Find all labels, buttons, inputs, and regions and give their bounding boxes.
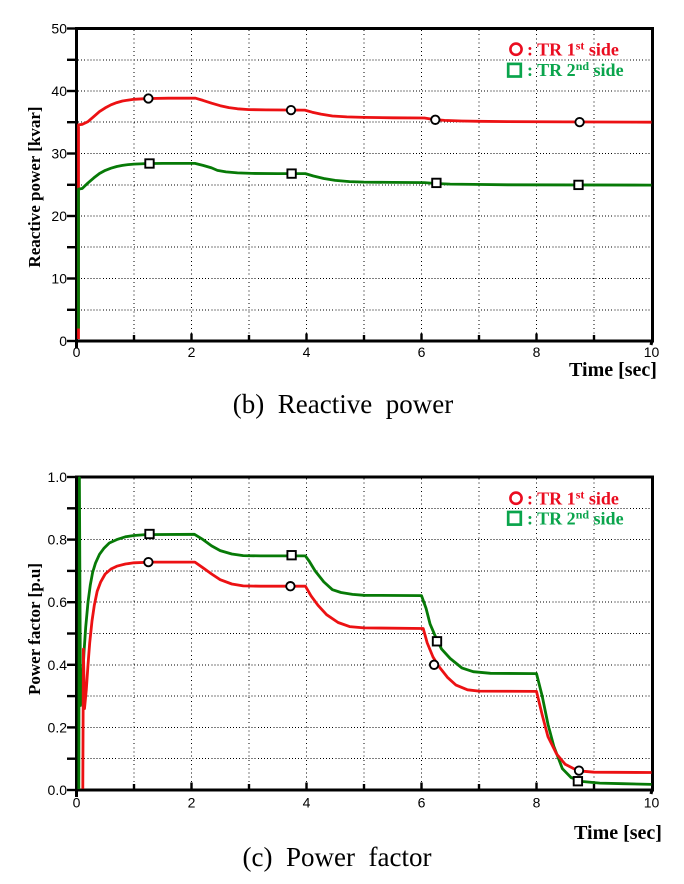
svg-text:0: 0: [73, 795, 81, 811]
svg-text:0.2: 0.2: [48, 719, 68, 735]
svg-text:50: 50: [51, 21, 67, 37]
svg-text:Reactive power [kvar]: Reactive power [kvar]: [25, 106, 44, 267]
svg-text:40: 40: [51, 83, 67, 99]
svg-text:0.4: 0.4: [48, 657, 68, 673]
svg-text:0.8: 0.8: [48, 532, 68, 548]
svg-text:Time [sec]: Time [sec]: [569, 359, 657, 381]
svg-text:6: 6: [418, 795, 426, 811]
svg-text:(b) Reactive power: (b) Reactive power: [233, 389, 453, 419]
svg-text:Time [sec]: Time [sec]: [574, 822, 662, 844]
svg-text:Power factor [p.u]: Power factor [p.u]: [25, 563, 44, 695]
svg-text:0: 0: [59, 333, 67, 349]
svg-text:6: 6: [418, 344, 426, 360]
svg-text:8: 8: [533, 795, 541, 811]
svg-text:30: 30: [51, 146, 67, 162]
svg-text:0.0: 0.0: [48, 782, 68, 798]
svg-text:10: 10: [644, 344, 660, 360]
svg-text:10: 10: [51, 271, 67, 287]
svg-text:2: 2: [188, 795, 196, 811]
svg-text:: TR 2nd side: : TR 2nd side: [527, 507, 624, 528]
svg-text:(c) Power factor: (c) Power factor: [243, 842, 432, 872]
svg-text:: TR 2nd side: : TR 2nd side: [527, 59, 624, 80]
svg-text:: TR 1st side: : TR 1st side: [527, 39, 619, 60]
svg-text:: TR 1st side: : TR 1st side: [527, 488, 619, 509]
svg-text:1.0: 1.0: [48, 469, 68, 485]
svg-text:10: 10: [644, 795, 660, 811]
svg-text:0.6: 0.6: [48, 594, 68, 610]
svg-text:0: 0: [73, 344, 81, 360]
svg-text:8: 8: [533, 344, 541, 360]
svg-text:2: 2: [188, 344, 196, 360]
svg-text:4: 4: [303, 795, 311, 811]
svg-text:20: 20: [51, 208, 67, 224]
svg-text:4: 4: [303, 344, 311, 360]
